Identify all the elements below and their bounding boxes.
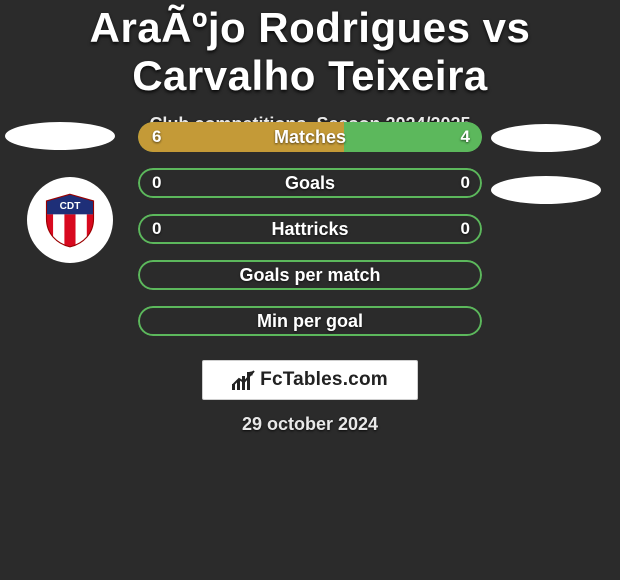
stat-row: 64Matches: [138, 122, 482, 152]
stat-label: Goals per match: [138, 260, 482, 290]
stat-label: Matches: [138, 122, 482, 152]
side-ellipse: [491, 176, 601, 204]
snapshot-date: 29 october 2024: [0, 414, 620, 435]
shield-icon: CDT: [42, 192, 98, 248]
club-badge: CDT: [27, 177, 113, 263]
stat-row: Min per goal: [138, 306, 482, 336]
side-ellipse: [5, 122, 115, 150]
stat-row: 00Hattricks: [138, 214, 482, 244]
stat-row: 00Goals: [138, 168, 482, 198]
page-title: AraÃºjo Rodrigues vs Carvalho Teixeira: [0, 0, 620, 100]
chart-icon: [232, 370, 256, 390]
watermark: FcTables.com: [202, 360, 418, 400]
side-ellipse: [491, 124, 601, 152]
watermark-text: FcTables.com: [260, 369, 388, 391]
stat-row: Goals per match: [138, 260, 482, 290]
stats-region: 64Matches 00Goals 00Hattricks Goals per mat…: [138, 122, 482, 352]
stat-label: Goals: [138, 168, 482, 198]
stat-label: Min per goal: [138, 306, 482, 336]
stat-label: Hattricks: [138, 214, 482, 244]
svg-text:CDT: CDT: [60, 201, 82, 212]
